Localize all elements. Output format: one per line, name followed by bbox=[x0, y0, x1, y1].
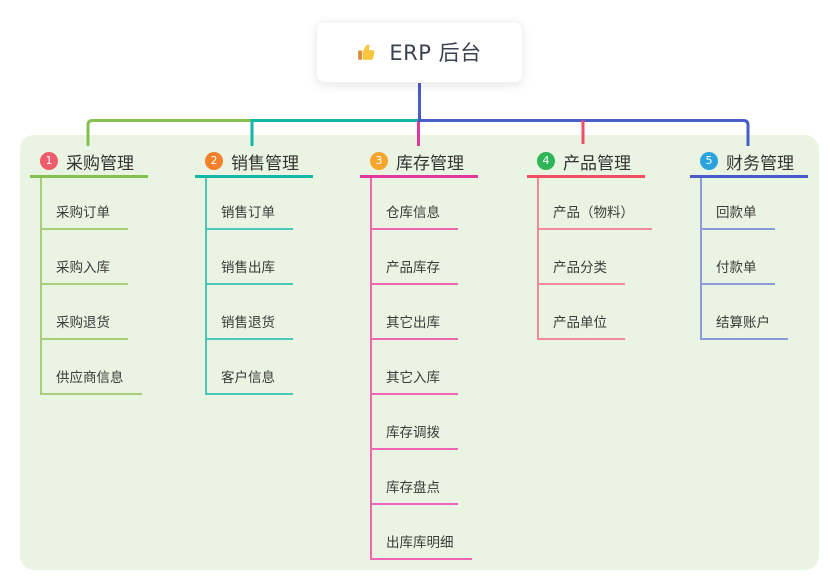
leaf-label: 销售出库 bbox=[221, 260, 275, 276]
root-label: ERP 后台 bbox=[389, 41, 482, 65]
leaf-node[interactable]: 产品（物料） bbox=[537, 178, 652, 230]
leaf-label: 采购订单 bbox=[56, 205, 110, 221]
leaf-node[interactable]: 采购退货 bbox=[40, 285, 128, 340]
branch-node[interactable]: 5 财务管理 bbox=[690, 147, 808, 178]
leaf-node[interactable]: 产品分类 bbox=[537, 230, 625, 285]
number-badge: 3 bbox=[370, 152, 388, 170]
branch-finance-management: 5 财务管理 回款单 付款单 结算账户 bbox=[690, 147, 808, 340]
branch-purchase-management: 1 采购管理 采购订单 采购入库 采购退货 供应商信息 bbox=[30, 147, 148, 395]
leaf-node[interactable]: 产品单位 bbox=[537, 285, 625, 340]
leaf-label: 采购退货 bbox=[56, 315, 110, 331]
leaf-label: 产品库存 bbox=[386, 260, 440, 276]
leaf-label: 产品分类 bbox=[553, 260, 607, 276]
branch-sales-management: 2 销售管理 销售订单 销售出库 销售退货 客户信息 bbox=[195, 147, 313, 395]
leaf-node[interactable]: 付款单 bbox=[700, 230, 775, 285]
branch-spine-line bbox=[205, 178, 207, 395]
leaf-node[interactable]: 销售订单 bbox=[205, 178, 293, 230]
leaf-node[interactable]: 结算账户 bbox=[700, 285, 788, 340]
number-badge: 1 bbox=[40, 152, 58, 170]
branch-label: 销售管理 bbox=[231, 153, 299, 174]
branch-label: 产品管理 bbox=[563, 153, 631, 174]
leaf-node[interactable]: 仓库信息 bbox=[370, 178, 458, 230]
leaf-node[interactable]: 其它入库 bbox=[370, 340, 458, 395]
leaf-label: 其它出库 bbox=[386, 315, 440, 331]
branch-spine-line bbox=[40, 178, 42, 395]
branch-items: 回款单 付款单 结算账户 bbox=[700, 178, 808, 340]
branch-inventory-management: 3 库存管理 仓库信息 产品库存 其它出库 其它入库 库存调拨 库存盘点 出库库… bbox=[360, 147, 478, 560]
branch-spine-line bbox=[700, 178, 702, 340]
branch-items: 产品（物料） 产品分类 产品单位 bbox=[537, 178, 652, 340]
branch-label: 财务管理 bbox=[726, 153, 794, 174]
branch-node[interactable]: 2 销售管理 bbox=[195, 147, 313, 178]
leaf-label: 结算账户 bbox=[716, 315, 770, 331]
branch-node[interactable]: 1 采购管理 bbox=[30, 147, 148, 178]
leaf-label: 回款单 bbox=[716, 205, 757, 221]
branch-items: 销售订单 销售出库 销售退货 客户信息 bbox=[205, 178, 313, 395]
branch-items: 采购订单 采购入库 采购退货 供应商信息 bbox=[40, 178, 148, 395]
branch-product-management: 4 产品管理 产品（物料） 产品分类 产品单位 bbox=[527, 147, 652, 340]
branches-panel bbox=[20, 135, 819, 570]
branch-label: 采购管理 bbox=[66, 153, 134, 174]
leaf-label: 付款单 bbox=[716, 260, 757, 276]
leaf-node[interactable]: 销售退货 bbox=[205, 285, 293, 340]
leaf-label: 产品单位 bbox=[553, 315, 607, 331]
branch-node[interactable]: 4 产品管理 bbox=[527, 147, 645, 178]
leaf-node[interactable]: 库存盘点 bbox=[370, 450, 458, 505]
leaf-node[interactable]: 出库库明细 bbox=[370, 505, 472, 560]
number-badge: 2 bbox=[205, 152, 223, 170]
leaf-label: 销售退货 bbox=[221, 315, 275, 331]
leaf-node[interactable]: 客户信息 bbox=[205, 340, 293, 395]
leaf-label: 采购入库 bbox=[56, 260, 110, 276]
leaf-label: 产品（物料） bbox=[553, 205, 634, 221]
leaf-label: 客户信息 bbox=[221, 370, 275, 386]
leaf-label: 销售订单 bbox=[221, 205, 275, 221]
thumbs-up-icon bbox=[358, 44, 375, 60]
root-node[interactable]: ERP 后台 bbox=[316, 21, 523, 83]
leaf-label: 库存盘点 bbox=[386, 480, 440, 496]
leaf-label: 仓库信息 bbox=[386, 205, 440, 221]
number-badge: 5 bbox=[700, 152, 718, 170]
leaf-node[interactable]: 回款单 bbox=[700, 178, 775, 230]
number-badge: 4 bbox=[537, 152, 555, 170]
branch-spine-line bbox=[537, 178, 539, 340]
leaf-node[interactable]: 产品库存 bbox=[370, 230, 458, 285]
leaf-node[interactable]: 采购订单 bbox=[40, 178, 128, 230]
leaf-label: 其它入库 bbox=[386, 370, 440, 386]
branch-label: 库存管理 bbox=[396, 153, 464, 174]
leaf-label: 库存调拨 bbox=[386, 425, 440, 441]
leaf-node[interactable]: 其它出库 bbox=[370, 285, 458, 340]
leaf-node[interactable]: 库存调拨 bbox=[370, 395, 458, 450]
branch-items: 仓库信息 产品库存 其它出库 其它入库 库存调拨 库存盘点 出库库明细 bbox=[370, 178, 478, 560]
leaf-node[interactable]: 供应商信息 bbox=[40, 340, 142, 395]
branch-node[interactable]: 3 库存管理 bbox=[360, 147, 478, 178]
leaf-node[interactable]: 销售出库 bbox=[205, 230, 293, 285]
leaf-node[interactable]: 采购入库 bbox=[40, 230, 128, 285]
leaf-label: 出库库明细 bbox=[386, 535, 454, 551]
leaf-label: 供应商信息 bbox=[56, 370, 124, 386]
branch-spine-line bbox=[370, 178, 372, 560]
